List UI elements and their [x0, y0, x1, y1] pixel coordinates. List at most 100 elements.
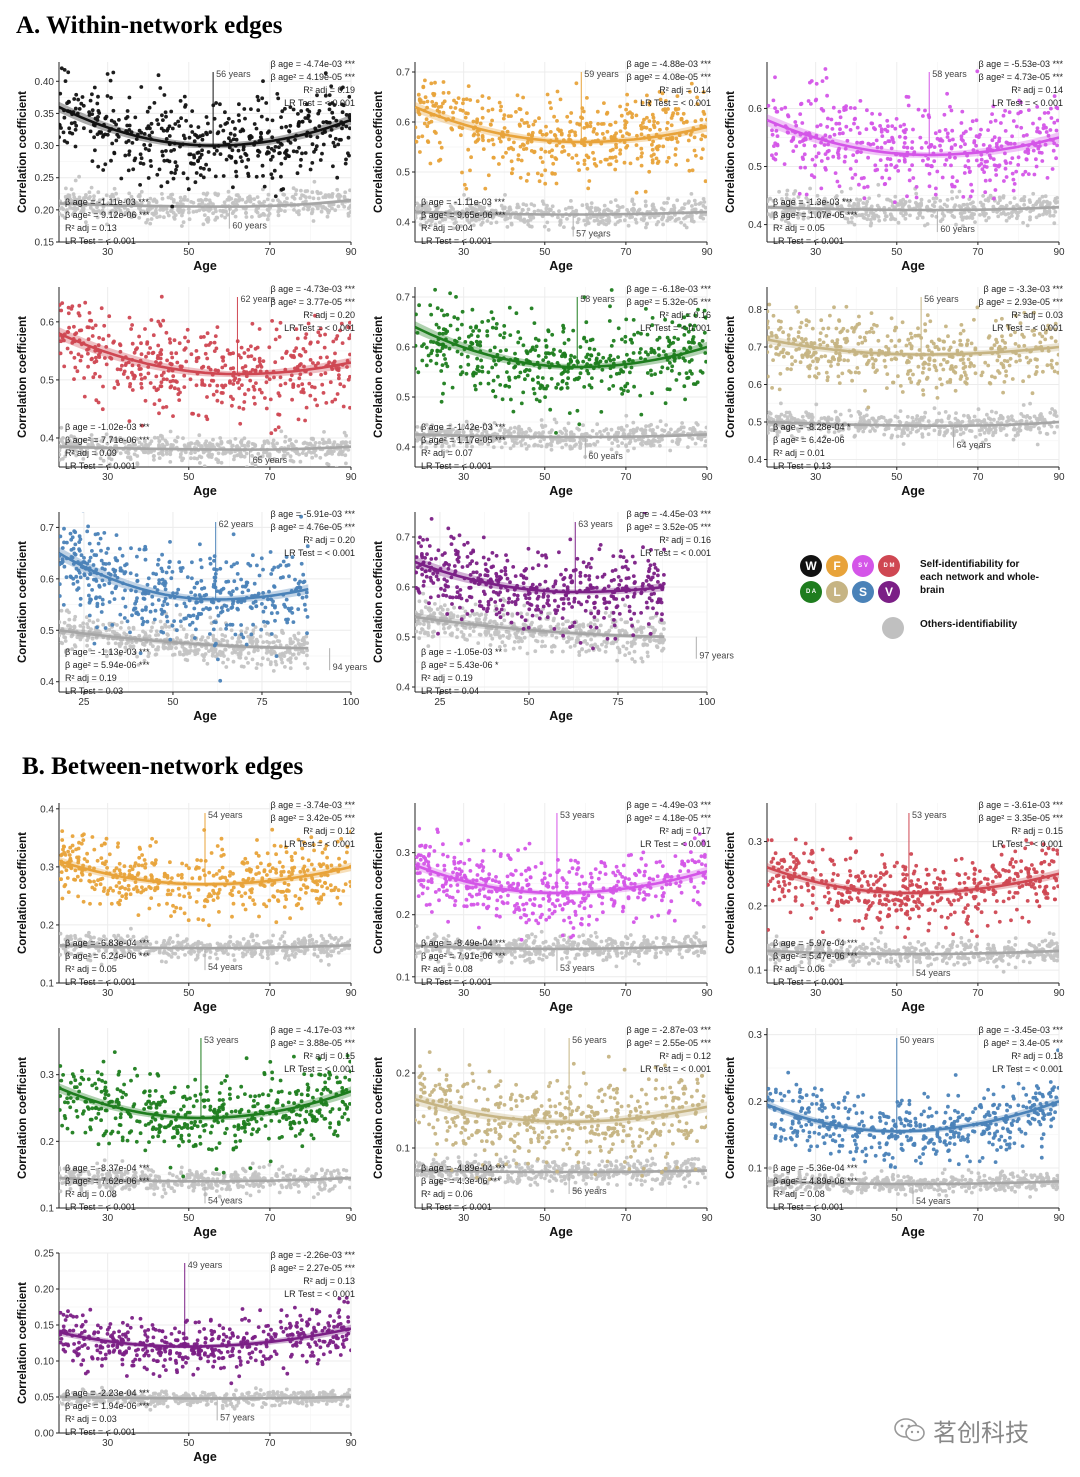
- self-point: [260, 96, 265, 101]
- others-point: [998, 198, 1002, 203]
- others-point: [808, 186, 812, 191]
- self-point: [681, 111, 686, 116]
- others-point: [233, 437, 238, 441]
- others-point: [645, 221, 649, 226]
- self-point: [155, 356, 160, 361]
- self-point: [889, 146, 894, 151]
- others-point: [418, 222, 423, 227]
- self-point: [617, 371, 622, 376]
- self-points: [59, 294, 351, 436]
- others-point: [322, 430, 326, 434]
- others-point: [634, 220, 639, 225]
- self-point: [171, 176, 176, 181]
- self-point: [953, 143, 958, 147]
- self-point: [181, 171, 186, 176]
- others-point: [585, 219, 590, 224]
- others-point: [422, 216, 427, 221]
- others-point: [544, 206, 549, 211]
- self-point: [883, 127, 888, 132]
- self-point: [993, 188, 998, 192]
- others-point: [904, 212, 908, 216]
- self-point: [463, 115, 468, 120]
- others-point: [327, 451, 331, 455]
- self-point: [240, 366, 245, 370]
- self-point: [1019, 125, 1024, 130]
- others-point: [64, 210, 69, 214]
- others-point: [334, 465, 339, 467]
- others-point: [171, 443, 175, 447]
- others-point: [315, 206, 320, 211]
- self-point: [963, 164, 968, 169]
- self-point: [433, 80, 437, 85]
- self-point: [225, 121, 230, 125]
- self-point: [682, 346, 686, 351]
- self-point: [164, 149, 168, 153]
- others-point: [549, 447, 554, 452]
- y-axis-label: Correlation coefficient: [17, 91, 29, 213]
- self-point: [485, 329, 490, 334]
- others-point: [613, 222, 618, 227]
- self-point: [338, 382, 343, 387]
- others-point: [67, 193, 72, 198]
- others-point: [132, 452, 137, 457]
- others-point: [459, 437, 464, 442]
- self-point: [625, 352, 629, 357]
- others-vertex-label: 60 years: [232, 221, 267, 231]
- self-point: [442, 353, 446, 357]
- self-point: [450, 127, 455, 132]
- others-point: [632, 202, 636, 207]
- others-point: [178, 195, 183, 200]
- others-point: [291, 186, 296, 191]
- self-point: [223, 363, 228, 368]
- self-point: [509, 114, 513, 118]
- self-point: [1016, 163, 1021, 167]
- self-point: [982, 170, 986, 174]
- self-point: [813, 163, 817, 168]
- self-point: [1052, 94, 1057, 98]
- self-point: [802, 152, 807, 157]
- self-point: [862, 185, 867, 190]
- others-point: [193, 450, 197, 455]
- self-point: [237, 405, 242, 410]
- self-point: [468, 168, 472, 173]
- self-point: [124, 116, 128, 121]
- section-title-b: B. Between-network edges: [22, 753, 304, 780]
- self-point: [454, 295, 458, 299]
- self-point: [786, 113, 790, 118]
- self-point: [824, 76, 829, 80]
- self-point: [911, 127, 915, 132]
- self-point: [831, 105, 836, 110]
- others-point: [298, 459, 303, 464]
- self-point: [705, 117, 707, 122]
- self-point: [692, 323, 697, 328]
- self-point: [974, 158, 979, 163]
- self-point: [1011, 119, 1016, 123]
- others-point: [214, 209, 218, 214]
- others-point: [448, 204, 453, 209]
- self-point: [855, 140, 859, 145]
- self-point: [311, 361, 315, 365]
- others-point: [244, 215, 249, 219]
- others-point: [524, 430, 529, 434]
- self-point: [73, 365, 78, 370]
- others-point: [142, 450, 146, 455]
- others-point: [466, 197, 471, 201]
- self-point: [299, 157, 303, 162]
- self-point: [686, 375, 691, 380]
- others-point: [978, 213, 982, 217]
- others-point: [877, 193, 881, 198]
- others-point: [564, 429, 569, 433]
- others-point: [67, 438, 72, 443]
- self-point: [1042, 111, 1047, 115]
- others-point: [327, 208, 332, 213]
- self-point: [110, 141, 115, 146]
- x-tick-label: 70: [972, 247, 984, 258]
- others-point: [156, 436, 160, 440]
- others-point: [642, 216, 647, 221]
- self-point: [783, 105, 788, 110]
- self-point: [502, 331, 507, 335]
- self-point: [1037, 116, 1042, 121]
- self-point: [95, 101, 100, 106]
- self-point: [130, 141, 135, 145]
- self-point: [698, 343, 703, 348]
